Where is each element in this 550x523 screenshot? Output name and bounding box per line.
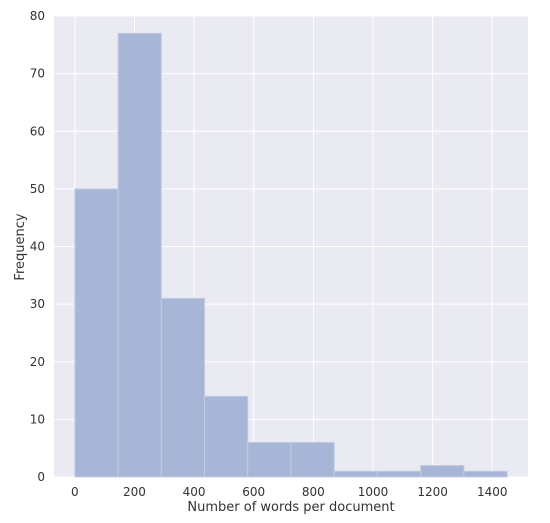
y-tick-label: 10 bbox=[30, 412, 45, 426]
x-tick-label: 1400 bbox=[477, 485, 508, 499]
histogram-bar bbox=[204, 395, 249, 478]
x-tick-label: 1000 bbox=[358, 485, 389, 499]
histogram-bar bbox=[74, 188, 119, 478]
y-tick-label: 80 bbox=[30, 9, 45, 23]
histogram-bar bbox=[247, 441, 292, 478]
y-tick-label: 20 bbox=[30, 355, 45, 369]
y-tick-label: 60 bbox=[30, 124, 45, 138]
y-tick-label: 30 bbox=[30, 297, 45, 311]
histogram-bar bbox=[376, 470, 422, 478]
x-tick-label: 600 bbox=[242, 485, 265, 499]
y-tick-label: 70 bbox=[30, 67, 45, 81]
x-tick-label: 1200 bbox=[417, 485, 448, 499]
histogram-bars bbox=[74, 32, 508, 478]
histogram-bar bbox=[463, 470, 508, 478]
x-tick-label: 400 bbox=[183, 485, 206, 499]
histogram-bar bbox=[333, 470, 378, 478]
histogram-bar bbox=[290, 441, 335, 478]
x-tick-label: 800 bbox=[302, 485, 325, 499]
y-axis-title: Frequency bbox=[13, 213, 28, 280]
y-tick-label: 0 bbox=[37, 470, 45, 484]
x-tick-label: 0 bbox=[71, 485, 79, 499]
y-tick-label: 50 bbox=[30, 182, 45, 196]
histogram-bar bbox=[160, 297, 206, 478]
y-tick-label: 40 bbox=[30, 240, 45, 254]
histogram-bar bbox=[117, 32, 162, 478]
x-tick-label: 200 bbox=[123, 485, 146, 499]
x-axis-title: Number of words per document bbox=[187, 500, 394, 515]
histogram-bar bbox=[420, 464, 465, 478]
y-axis-ticks: 0 10 20 30 40 50 60 70 80 bbox=[30, 9, 45, 484]
x-axis-ticks: 0 200 400 600 800 1000 1200 1400 bbox=[71, 485, 507, 499]
